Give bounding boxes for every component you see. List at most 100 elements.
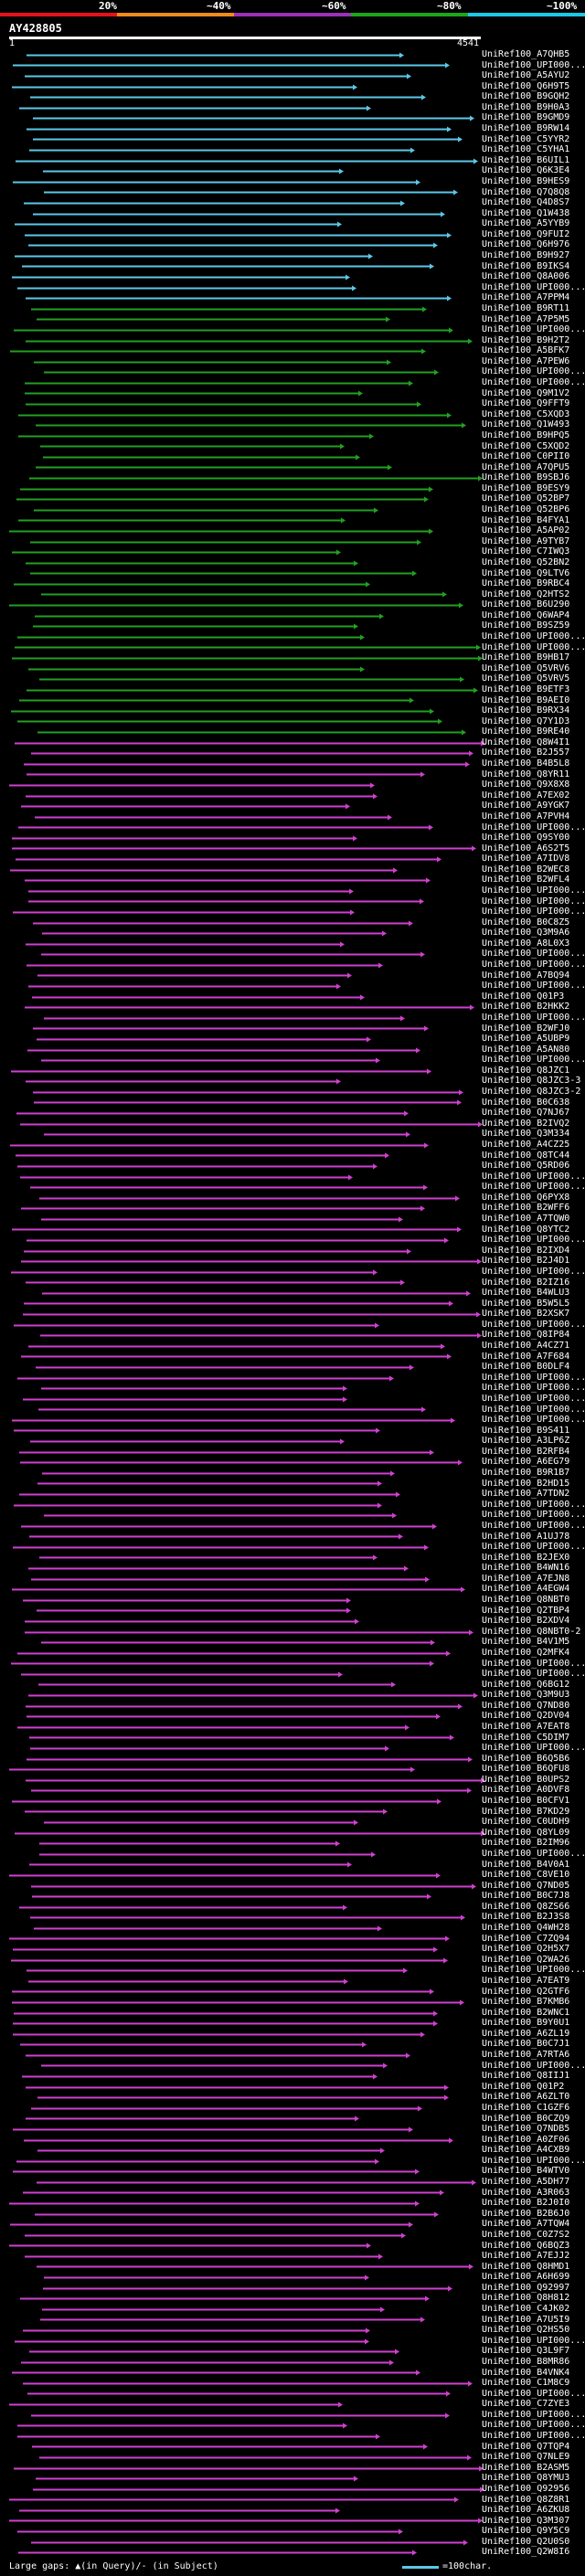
hit-label[interactable]: UniRef100_UPI000... bbox=[482, 1668, 585, 1679]
hit-label[interactable]: UniRef100_Q8JZC3-3 bbox=[482, 1075, 581, 1086]
hit-label[interactable]: UniRef100_A7EJJ2 bbox=[482, 2250, 570, 2261]
hit-label[interactable]: UniRef100_A3R063 bbox=[482, 2187, 570, 2198]
hit-label[interactable]: UniRef100_Q6WAP4 bbox=[482, 610, 570, 620]
hit-label[interactable]: UniRef100_UPI000... bbox=[482, 896, 585, 906]
hit-label[interactable]: UniRef100_B2B6J0 bbox=[482, 2208, 570, 2219]
hit-label[interactable]: UniRef100_B4V1M5 bbox=[482, 1636, 570, 1647]
hit-label[interactable]: UniRef100_B2IM96 bbox=[482, 1837, 570, 1848]
hit-label[interactable]: UniRef100_Q8HMD1 bbox=[482, 2261, 570, 2272]
hit-label[interactable]: UniRef100_Q52BN2 bbox=[482, 557, 570, 567]
hit-label[interactable]: UniRef100_B4WTV0 bbox=[482, 2165, 570, 2176]
hit-label[interactable]: UniRef100_B9H0A3 bbox=[482, 101, 570, 112]
hit-label[interactable]: UniRef100_C1M8C9 bbox=[482, 2377, 570, 2388]
hit-label[interactable]: UniRef100_Q52BP7 bbox=[482, 493, 570, 504]
hit-label[interactable]: UniRef100_B9AEI0 bbox=[482, 694, 570, 705]
hit-label[interactable]: UniRef100_Q2DV04 bbox=[482, 1710, 570, 1721]
hit-label[interactable]: UniRef100_Q1W438 bbox=[482, 207, 570, 218]
hit-label[interactable]: UniRef100_A6S2T5 bbox=[482, 843, 570, 853]
hit-label[interactable]: UniRef100_A6EG79 bbox=[482, 1456, 570, 1467]
hit-label[interactable]: UniRef100_A4CXB9 bbox=[482, 2144, 570, 2155]
hit-label[interactable]: UniRef100_UPI000... bbox=[482, 1319, 585, 1330]
hit-label[interactable]: UniRef100_B9HPQ5 bbox=[482, 429, 570, 440]
hit-label[interactable]: UniRef100_Q6PYX8 bbox=[482, 1192, 570, 1203]
hit-label[interactable]: UniRef100_B2WFJ0 bbox=[482, 1023, 570, 1034]
hit-label[interactable]: UniRef100_A7EAT8 bbox=[482, 1721, 570, 1732]
hit-label[interactable]: UniRef100_Q3M307 bbox=[482, 2515, 570, 2526]
hit-label[interactable]: UniRef100_B0C7J1 bbox=[482, 2038, 570, 2049]
hit-label[interactable]: UniRef100_Q8IP84 bbox=[482, 1329, 570, 1340]
hit-label[interactable]: UniRef100_Q9Y5C9 bbox=[482, 2525, 570, 2536]
hit-label[interactable]: UniRef100_B9RBC4 bbox=[482, 578, 570, 588]
hit-label[interactable]: UniRef100_Q8ZS66 bbox=[482, 1901, 570, 1912]
hit-label[interactable]: UniRef100_A7F684 bbox=[482, 1351, 570, 1362]
hit-label[interactable]: UniRef100_UPI000... bbox=[482, 1393, 585, 1404]
hit-label[interactable]: UniRef100_Q7NJ67 bbox=[482, 1107, 570, 1118]
hit-label[interactable]: UniRef100_B4VNK4 bbox=[482, 2367, 570, 2378]
hit-label[interactable]: UniRef100_C0UDH9 bbox=[482, 1816, 570, 1827]
hit-label[interactable]: UniRef100_UPI000... bbox=[482, 822, 585, 832]
hit-label[interactable]: UniRef100_B9ETF3 bbox=[482, 684, 570, 694]
hit-label[interactable]: UniRef100_B2J4D1 bbox=[482, 1255, 570, 1266]
hit-label[interactable]: UniRef100_A6H699 bbox=[482, 2271, 570, 2282]
hit-label[interactable]: UniRef100_C5XQD2 bbox=[482, 440, 570, 451]
hit-label[interactable]: UniRef100_A7P5M5 bbox=[482, 313, 570, 324]
hit-label[interactable]: UniRef100_UPI000... bbox=[482, 1372, 585, 1383]
hit-label[interactable]: UniRef100_C4JK02 bbox=[482, 2303, 570, 2314]
hit-label[interactable]: UniRef100_B8MR86 bbox=[482, 2356, 570, 2367]
hit-label[interactable]: UniRef100_Q1W493 bbox=[482, 419, 570, 429]
hit-label[interactable]: UniRef100_Q7ND05 bbox=[482, 1880, 570, 1891]
hit-label[interactable]: UniRef100_A4EGW4 bbox=[482, 1583, 570, 1594]
hit-label[interactable]: UniRef100_A0DVF8 bbox=[482, 1784, 570, 1795]
hit-label[interactable]: UniRef100_A0ZF06 bbox=[482, 2134, 570, 2145]
hit-label[interactable]: UniRef100_Q8A006 bbox=[482, 270, 570, 281]
hit-label[interactable]: UniRef100_Q01P2 bbox=[482, 2081, 565, 2092]
hit-label[interactable]: UniRef100_Q92956 bbox=[482, 2483, 570, 2494]
hit-label[interactable]: UniRef100_Q7Y1D3 bbox=[482, 716, 570, 726]
hit-label[interactable]: UniRef100_A5UBP9 bbox=[482, 1033, 570, 1044]
hit-label[interactable]: UniRef100_Q92997 bbox=[482, 2282, 570, 2293]
hit-label[interactable]: UniRef100_A7PVH4 bbox=[482, 811, 570, 822]
hit-label[interactable]: UniRef100_A7PPM4 bbox=[482, 292, 570, 302]
hit-label[interactable]: UniRef100_B2HKK2 bbox=[482, 1001, 570, 1012]
hit-label[interactable]: UniRef100_A7EJN8 bbox=[482, 1573, 570, 1584]
hit-label[interactable]: UniRef100_A4CZ25 bbox=[482, 1139, 570, 1150]
hit-label[interactable]: UniRef100_Q6BQZ3 bbox=[482, 2240, 570, 2251]
hit-label[interactable]: UniRef100_B4FYA1 bbox=[482, 514, 570, 525]
hit-label[interactable]: UniRef100_B9HES9 bbox=[482, 175, 570, 186]
hit-label[interactable]: UniRef100_B9SZ59 bbox=[482, 620, 570, 631]
hit-label[interactable]: UniRef100_C5DIM7 bbox=[482, 1732, 570, 1743]
hit-label[interactable]: UniRef100_B4WN16 bbox=[482, 1562, 570, 1573]
hit-label[interactable]: UniRef100_Q8IIJ1 bbox=[482, 2070, 570, 2081]
hit-label[interactable]: UniRef100_B4V0A1 bbox=[482, 1859, 570, 1870]
hit-label[interactable]: UniRef100_B2RFB4 bbox=[482, 1446, 570, 1457]
hit-label[interactable]: UniRef100_Q9M1V2 bbox=[482, 387, 570, 398]
hit-label[interactable]: UniRef100_UPI000... bbox=[482, 1520, 585, 1531]
hit-label[interactable]: UniRef100_C0Z7S2 bbox=[482, 2229, 570, 2240]
hit-label[interactable]: UniRef100_Q7TQP4 bbox=[482, 2441, 570, 2452]
hit-label[interactable]: UniRef100_B2WFL4 bbox=[482, 874, 570, 885]
hit-label[interactable]: UniRef100_B6UIL1 bbox=[482, 154, 570, 165]
hit-label[interactable]: UniRef100_Q8YL09 bbox=[482, 1827, 570, 1838]
hit-label[interactable]: UniRef100_A7EAT9 bbox=[482, 1975, 570, 1986]
hit-label[interactable]: UniRef100_Q8NBT0 bbox=[482, 1594, 570, 1605]
hit-label[interactable]: UniRef100_UPI000... bbox=[482, 2419, 585, 2430]
hit-label[interactable]: UniRef100_Q8NBT0-2 bbox=[482, 1626, 581, 1637]
hit-label[interactable]: UniRef100_Q8YTC2 bbox=[482, 1224, 570, 1235]
hit-label[interactable]: UniRef100_A7TDN2 bbox=[482, 1488, 570, 1499]
hit-label[interactable]: UniRef100_Q9SY00 bbox=[482, 832, 570, 843]
hit-label[interactable]: UniRef100_Q8TC44 bbox=[482, 1150, 570, 1161]
hit-label[interactable]: UniRef100_A7EX02 bbox=[482, 790, 570, 800]
hit-label[interactable]: UniRef100_A7U5I9 bbox=[482, 2314, 570, 2325]
hit-label[interactable]: UniRef100_UPI000... bbox=[482, 323, 585, 334]
hit-label[interactable]: UniRef100_Q8W4I1 bbox=[482, 737, 570, 747]
hit-label[interactable]: UniRef100_Q2W8I6 bbox=[482, 2546, 570, 2557]
hit-label[interactable]: UniRef100_UPI000... bbox=[482, 1266, 585, 1277]
hit-label[interactable]: UniRef100_B0CFV1 bbox=[482, 1795, 570, 1806]
hit-label[interactable]: UniRef100_UPI000... bbox=[482, 1054, 585, 1065]
hit-label[interactable]: UniRef100_A6ZL19 bbox=[482, 2028, 570, 2039]
hit-label[interactable]: UniRef100_UPI000... bbox=[482, 1742, 585, 1753]
hit-label[interactable]: UniRef100_UPI000... bbox=[482, 1234, 585, 1245]
hit-label[interactable]: UniRef100_Q9FUI2 bbox=[482, 228, 570, 239]
hit-label[interactable]: UniRef100_Q6H9T5 bbox=[482, 80, 570, 91]
hit-label[interactable]: UniRef100_Q7Q8Q8 bbox=[482, 186, 570, 197]
